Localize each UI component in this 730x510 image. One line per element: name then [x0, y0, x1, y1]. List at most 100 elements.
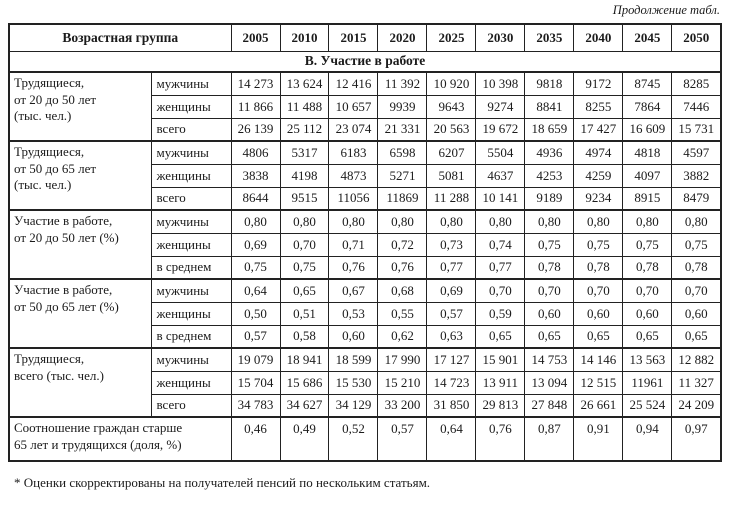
- header-year-2040: 2040: [573, 23, 624, 52]
- value-cell: 0,72: [377, 232, 428, 257]
- value-cell: 7446: [671, 94, 722, 119]
- value-cell: 10 141: [475, 186, 526, 211]
- value-cell: 0,65: [475, 324, 526, 349]
- value-cell: 15 704: [230, 370, 281, 395]
- value-cell: 18 659: [524, 117, 575, 142]
- footnote: * Оценки скорректированы на получателей …: [14, 475, 431, 490]
- value-cell: 19 079: [230, 347, 281, 372]
- value-cell: 0,70: [279, 232, 330, 257]
- value-cell: 0,78: [524, 255, 575, 280]
- header-year-2030: 2030: [475, 23, 526, 52]
- value-cell: 4818: [622, 140, 673, 165]
- value-cell: 34 783: [230, 393, 281, 418]
- value-cell: 13 911: [475, 370, 526, 395]
- value-cell: 34 627: [279, 393, 330, 418]
- value-cell: 8745: [622, 71, 673, 96]
- row-label: мужчины: [150, 140, 232, 165]
- value-cell: 0,52: [328, 416, 379, 462]
- value-cell: 29 813: [475, 393, 526, 418]
- value-cell: 0,87: [524, 416, 575, 462]
- value-cell: 11869: [377, 186, 428, 211]
- value-cell: 0,80: [671, 209, 722, 234]
- value-cell: 12 882: [671, 347, 722, 372]
- value-cell: 8255: [573, 94, 624, 119]
- value-cell: 7864: [622, 94, 673, 119]
- value-cell: 0,60: [671, 301, 722, 326]
- value-cell: 14 723: [426, 370, 477, 395]
- value-cell: 0,59: [475, 301, 526, 326]
- group-label-3: Участие в работе, от 50 до 65 лет (%): [8, 278, 152, 349]
- value-cell: 8285: [671, 71, 722, 96]
- value-cell: 25 524: [622, 393, 673, 418]
- value-cell: 0,65: [524, 324, 575, 349]
- value-cell: 0,78: [671, 255, 722, 280]
- table-row: Участие в работе, от 50 до 65 лет (%) мужч…: [8, 278, 722, 349]
- value-cell: 20 563: [426, 117, 477, 142]
- value-cell: 0,80: [622, 209, 673, 234]
- value-cell: 0,57: [426, 301, 477, 326]
- value-cell: 0,60: [573, 301, 624, 326]
- value-cell: 17 990: [377, 347, 428, 372]
- value-cell: 0,65: [622, 324, 673, 349]
- value-cell: 0,70: [524, 278, 575, 303]
- value-cell: 15 530: [328, 370, 379, 395]
- value-cell: 12 416: [328, 71, 379, 96]
- row-label: всего: [150, 186, 232, 211]
- value-cell: 4259: [573, 163, 624, 188]
- table-row: женщины 0,50 0,51 0,53 0,55 0,57 0,59 0,60 0,60 0…: [9, 301, 722, 326]
- row-label: женщины: [150, 370, 232, 395]
- value-cell: 0,69: [230, 232, 281, 257]
- value-cell: 18 941: [279, 347, 330, 372]
- value-cell: 0,60: [328, 324, 379, 349]
- value-cell: 4936: [524, 140, 575, 165]
- header-year-2035: 2035: [524, 23, 575, 52]
- value-cell: 15 731: [671, 117, 722, 142]
- value-cell: 9939: [377, 94, 428, 119]
- value-cell: 0,68: [377, 278, 428, 303]
- value-cell: 4198: [279, 163, 330, 188]
- value-cell: 11 488: [279, 94, 330, 119]
- value-cell: 0,64: [426, 416, 477, 462]
- value-cell: 27 848: [524, 393, 575, 418]
- row-label: всего: [150, 393, 232, 418]
- value-cell: 0,75: [230, 255, 281, 280]
- value-cell: 8479: [671, 186, 722, 211]
- value-cell: 0,80: [230, 209, 281, 234]
- value-cell: 0,63: [426, 324, 477, 349]
- value-cell: 0,57: [230, 324, 281, 349]
- group-label-0: Трудящиеся, от 20 до 50 лет (тыс. чел.): [8, 71, 152, 142]
- value-cell: 0,77: [426, 255, 477, 280]
- row-label: женщины: [150, 301, 232, 326]
- value-cell: 9643: [426, 94, 477, 119]
- group-label-4: Трудящиеся, всего (тыс. чел.): [8, 347, 152, 418]
- value-cell: 13 563: [622, 347, 673, 372]
- table-row: Участие в работе, от 20 до 50 лет (%) мужч…: [8, 209, 722, 280]
- value-cell: 0,77: [475, 255, 526, 280]
- table-row: в среднем 0,75 0,75 0,76 0,76 0,77 0,77 0,78 0,7…: [9, 255, 722, 280]
- section-title: В. Участие в работе: [8, 50, 722, 73]
- value-cell: 11 392: [377, 71, 428, 96]
- value-cell: 21 331: [377, 117, 428, 142]
- value-cell: 0,60: [524, 301, 575, 326]
- value-cell: 0,60: [622, 301, 673, 326]
- value-cell: 0,80: [279, 209, 330, 234]
- value-cell: 10 398: [475, 71, 526, 96]
- value-cell: 4873: [328, 163, 379, 188]
- value-cell: 3882: [671, 163, 722, 188]
- value-cell: 31 850: [426, 393, 477, 418]
- table-row: женщины 11 866 11 488 10 657 9939 9643 9274 884…: [9, 94, 722, 119]
- row-label: мужчины: [150, 278, 232, 303]
- value-cell: 0,75: [573, 232, 624, 257]
- table-row: женщины 15 704 15 686 15 530 15 210 14 723 13 …: [9, 370, 722, 395]
- summary-row: Соотношение граждан старше 65 лет и трудя…: [8, 416, 722, 462]
- value-cell: 0,74: [475, 232, 526, 257]
- value-cell: 10 657: [328, 94, 379, 119]
- group-label-1: Трудящиеся, от 50 до 65 лет (тыс. чел.): [8, 140, 152, 211]
- value-cell: 9274: [475, 94, 526, 119]
- value-cell: 15 686: [279, 370, 330, 395]
- value-cell: 26 661: [573, 393, 624, 418]
- value-cell: 11 327: [671, 370, 722, 395]
- value-cell: 10 920: [426, 71, 477, 96]
- value-cell: 0,76: [377, 255, 428, 280]
- value-cell: 15 210: [377, 370, 428, 395]
